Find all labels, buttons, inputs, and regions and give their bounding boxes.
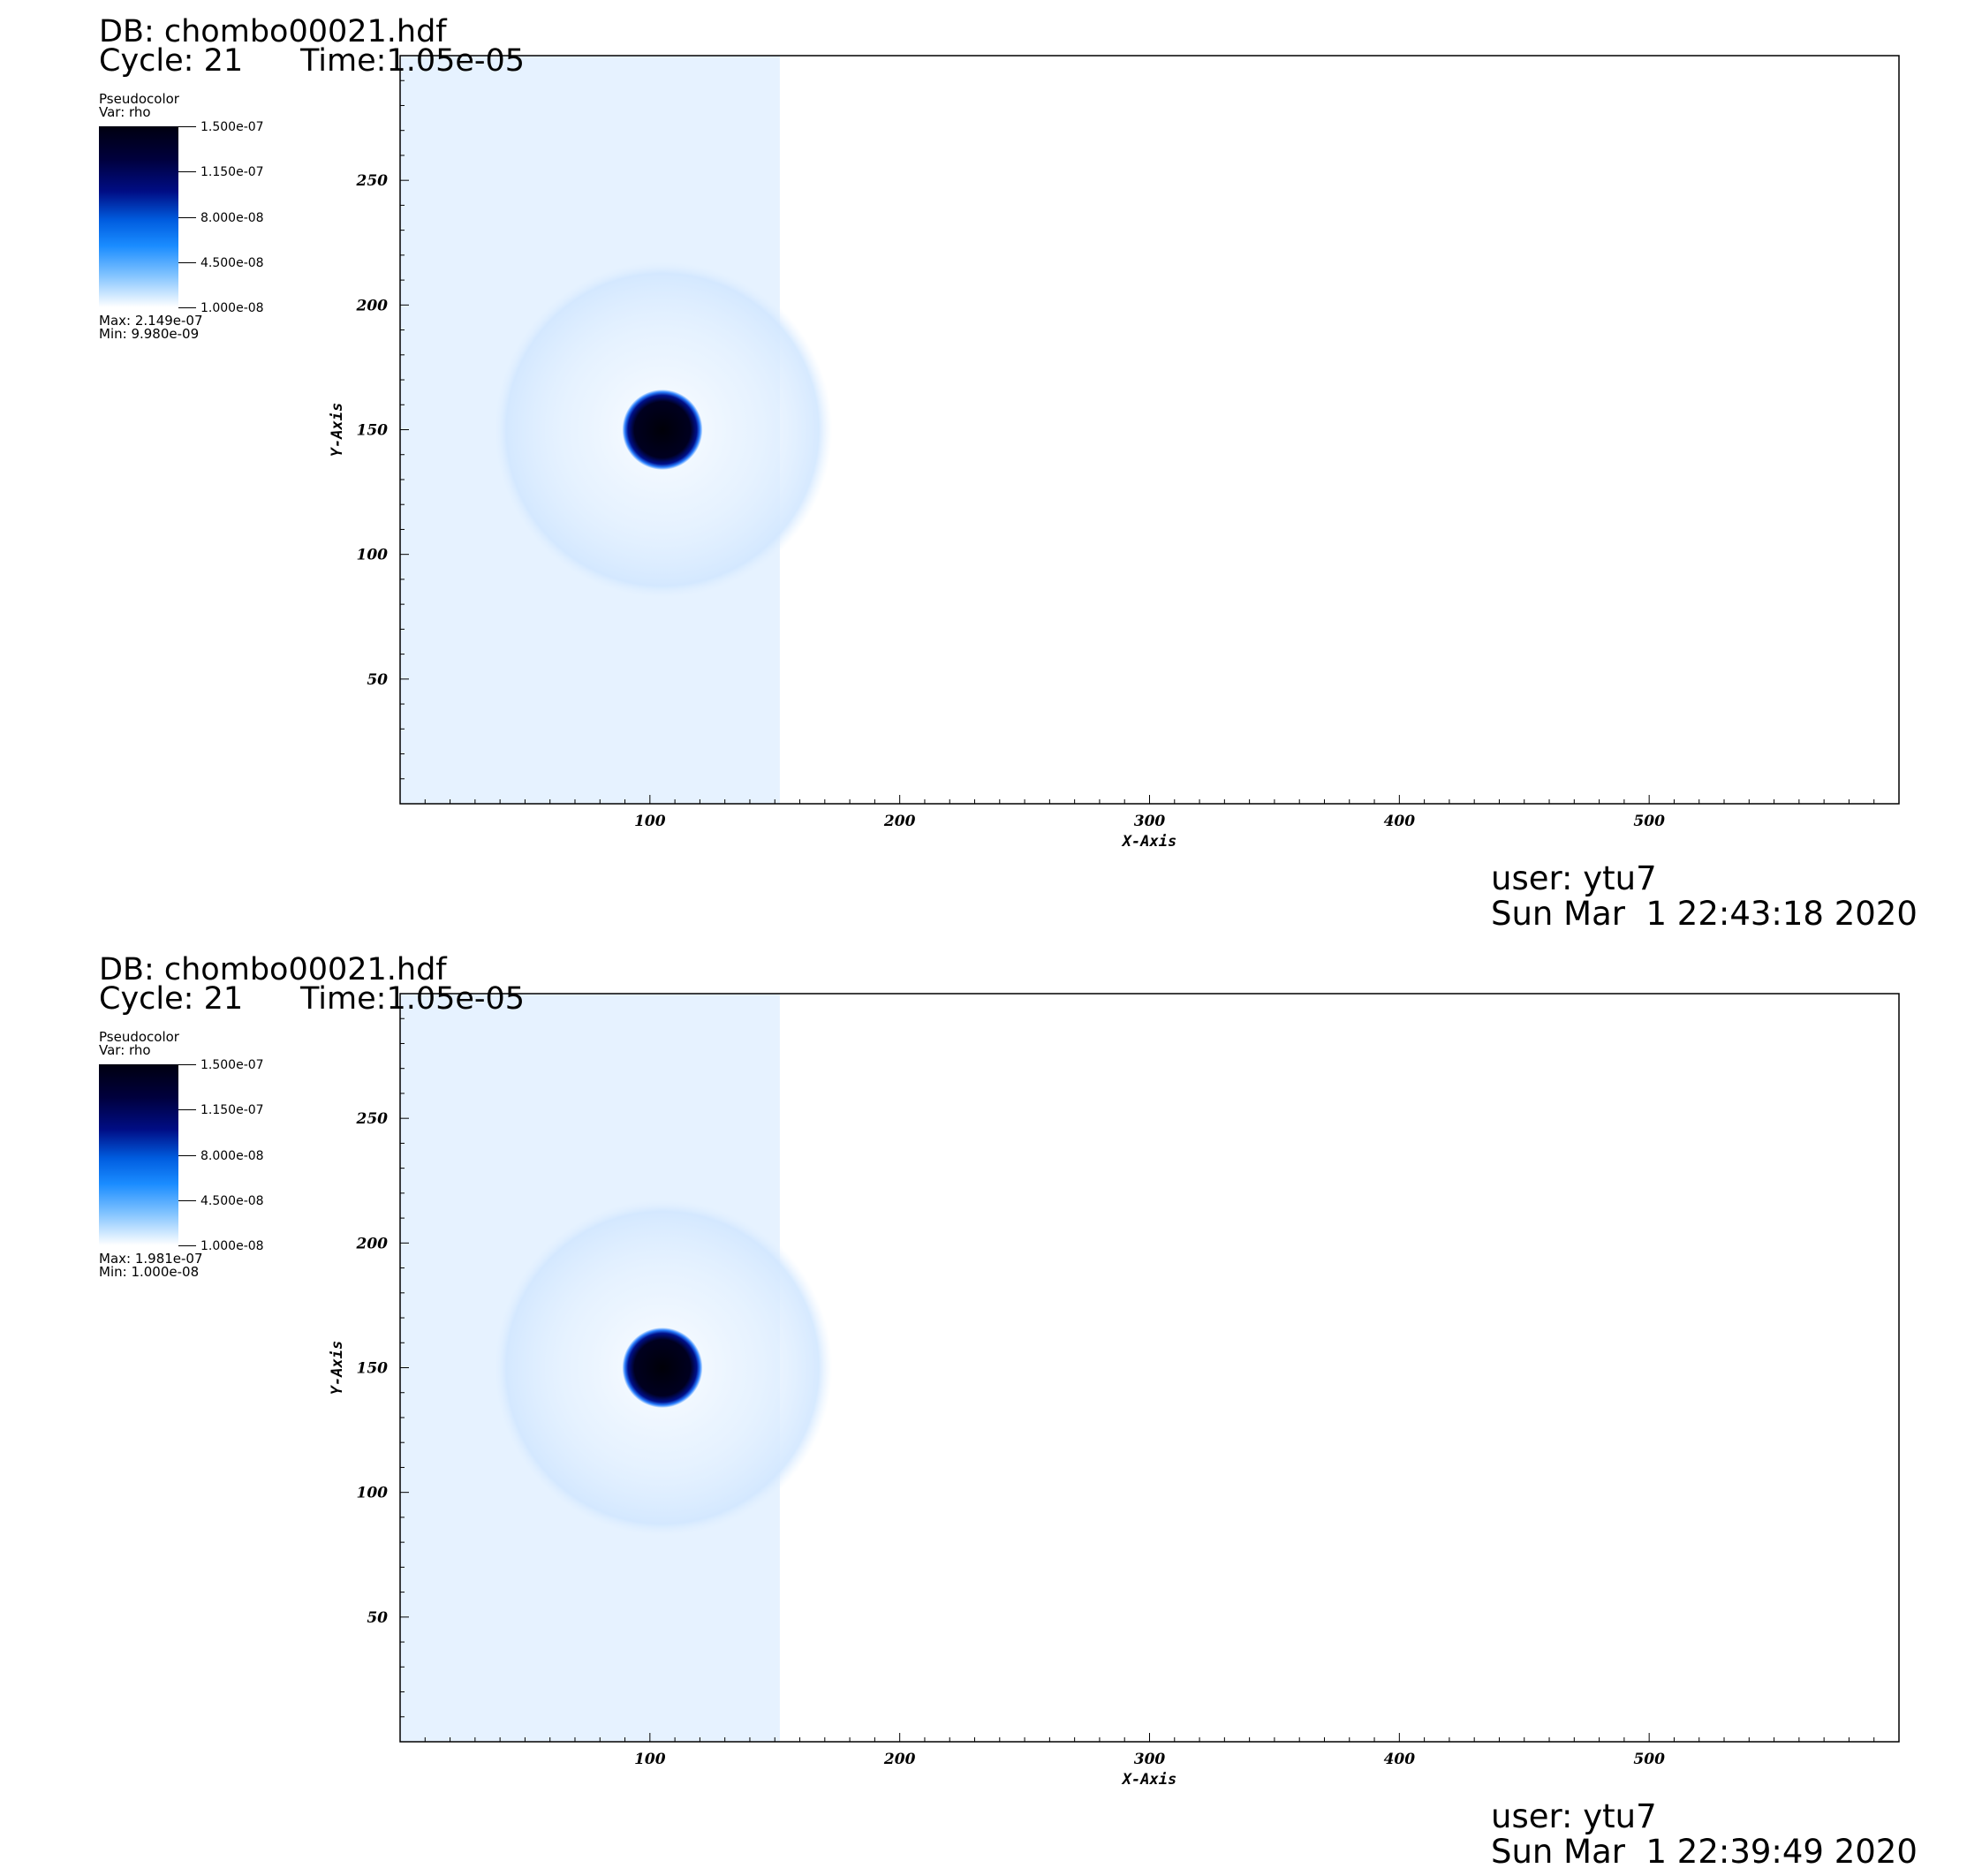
colorbar-tick-label: 8.000e-08 <box>200 211 264 225</box>
colorbar-tick-label: 8.000e-08 <box>200 1149 264 1163</box>
x-tick-label: 500 <box>1633 813 1665 830</box>
legend-max: Max: 1.981e-07 <box>99 1251 203 1267</box>
x-axis-title: X-Axis <box>1121 833 1176 851</box>
x-tick-label: 400 <box>1384 813 1416 830</box>
x-tick-label: 500 <box>1633 1751 1665 1768</box>
user-label: user: ytu7 <box>1491 859 1657 897</box>
database-label: DB: chombo00021.hdf <box>99 952 447 987</box>
y-tick-label: 200 <box>356 297 389 314</box>
legend-plot-type: Pseudocolor <box>99 1029 179 1045</box>
legend-min: Min: 1.000e-08 <box>99 1264 200 1280</box>
dense-blob <box>622 390 703 470</box>
colorbar-tick-label: 1.500e-07 <box>200 1058 264 1072</box>
colorbar-tick <box>178 1155 196 1156</box>
x-tick-label: 300 <box>1134 813 1166 830</box>
colorbar-tick <box>178 262 196 263</box>
colorbar-tick-label: 1.500e-07 <box>200 120 264 134</box>
y-tick-label: 150 <box>357 1360 389 1378</box>
colorbar-tick-label: 1.150e-07 <box>200 165 264 179</box>
x-tick-label: 400 <box>1384 1751 1416 1768</box>
colorbar-tick <box>178 171 196 172</box>
colorbar-tick <box>178 307 196 308</box>
colorbar-tick-label: 1.000e-08 <box>200 301 264 315</box>
colorbar-tick <box>178 217 196 218</box>
legend-min: Min: 9.980e-09 <box>99 326 200 342</box>
x-tick-label: 100 <box>634 813 666 830</box>
y-tick-label: 250 <box>356 1110 389 1128</box>
density-field <box>492 1198 833 1538</box>
y-axis-title: Y-Axis <box>329 403 346 457</box>
dense-blob <box>622 1328 703 1408</box>
y-tick-label: 150 <box>357 422 389 440</box>
legend-variable: Var: rho <box>99 1042 151 1058</box>
y-tick-label: 100 <box>357 547 389 564</box>
legend-variable: Var: rho <box>99 104 151 120</box>
colorbar-tick-label: 4.500e-08 <box>200 1194 264 1208</box>
user-label: user: ytu7 <box>1491 1797 1657 1835</box>
density-field <box>492 260 833 600</box>
x-tick-label: 200 <box>883 1751 916 1768</box>
x-tick-label: 100 <box>634 1751 666 1768</box>
colorbar-tick <box>178 1109 196 1110</box>
colorbar-tick-label: 4.500e-08 <box>200 256 264 270</box>
plot-window-top: 100 200 300 400 500 50 100 150 200 250 X-Axis Y-Axi… <box>99 14 1918 933</box>
y-tick-label: 100 <box>357 1485 389 1502</box>
pseudocolor-plot-top: 100 200 300 400 500 50 100 150 200 250 X-Axis Y-Axi… <box>329 55 1900 851</box>
date-label: Sun Mar 1 22:43:18 2020 <box>1491 895 1918 933</box>
legend-max: Max: 2.149e-07 <box>99 313 203 329</box>
plot-window-bottom: 100 200 300 400 500 50 100 150 200 250 X-Axis Y-Axi… <box>0 938 1982 1876</box>
x-tick-label: 200 <box>883 813 916 830</box>
x-tick-label: 300 <box>1134 1751 1166 1768</box>
x-axis-title: X-Axis <box>1121 1771 1176 1789</box>
colorbar <box>99 1064 178 1245</box>
colorbar-tick <box>178 1200 196 1201</box>
y-tick-label: 50 <box>367 1609 388 1627</box>
database-label: DB: chombo00021.hdf <box>99 14 447 49</box>
time-label: Time:1.05e-05 <box>300 43 526 79</box>
colorbar <box>99 126 178 307</box>
date-label: Sun Mar 1 22:39:49 2020 <box>1491 1833 1918 1871</box>
y-axis-title: Y-Axis <box>329 1341 346 1395</box>
time-label: Time:1.05e-05 <box>300 981 526 1017</box>
colorbar-tick <box>178 126 196 127</box>
cycle-label: Cycle: 21 <box>99 43 244 79</box>
colorbar-tick-label: 1.000e-08 <box>200 1239 264 1253</box>
y-tick-label: 50 <box>367 671 388 689</box>
colorbar-tick <box>178 1064 196 1065</box>
colorbar-tick-label: 1.150e-07 <box>200 1103 264 1117</box>
cycle-label: Cycle: 21 <box>99 981 244 1017</box>
y-tick-label: 200 <box>356 1235 389 1252</box>
pseudocolor-plot-bottom: 100 200 300 400 500 50 100 150 200 250 X-Axis Y-Axi… <box>329 993 1900 1789</box>
y-tick-label: 250 <box>356 172 389 190</box>
colorbar-tick <box>178 1245 196 1246</box>
legend-plot-type: Pseudocolor <box>99 91 179 107</box>
